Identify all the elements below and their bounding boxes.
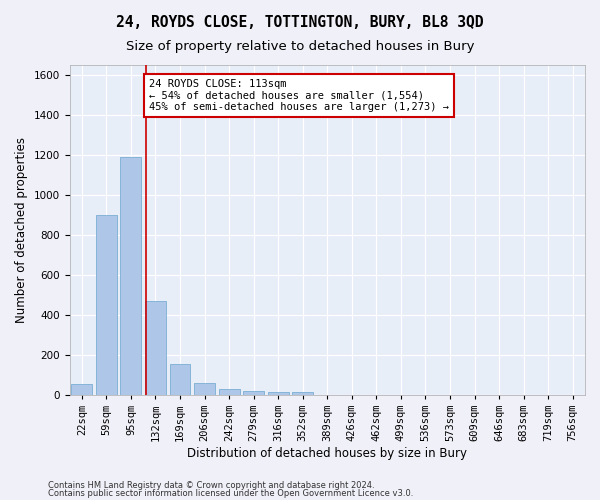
Y-axis label: Number of detached properties: Number of detached properties bbox=[15, 137, 28, 323]
Bar bbox=[292, 392, 313, 395]
Bar bbox=[145, 301, 166, 395]
Text: Contains public sector information licensed under the Open Government Licence v3: Contains public sector information licen… bbox=[48, 489, 413, 498]
Bar bbox=[243, 391, 264, 395]
Bar bbox=[121, 157, 142, 395]
Bar bbox=[170, 364, 190, 395]
Bar bbox=[96, 215, 117, 395]
Text: 24 ROYDS CLOSE: 113sqm
← 54% of detached houses are smaller (1,554)
45% of semi-: 24 ROYDS CLOSE: 113sqm ← 54% of detached… bbox=[149, 79, 449, 112]
Text: Contains HM Land Registry data © Crown copyright and database right 2024.: Contains HM Land Registry data © Crown c… bbox=[48, 480, 374, 490]
Bar bbox=[268, 392, 289, 395]
Bar bbox=[194, 382, 215, 395]
Bar bbox=[71, 384, 92, 395]
Bar bbox=[218, 389, 239, 395]
X-axis label: Distribution of detached houses by size in Bury: Distribution of detached houses by size … bbox=[187, 447, 467, 460]
Text: Size of property relative to detached houses in Bury: Size of property relative to detached ho… bbox=[126, 40, 474, 53]
Text: 24, ROYDS CLOSE, TOTTINGTON, BURY, BL8 3QD: 24, ROYDS CLOSE, TOTTINGTON, BURY, BL8 3… bbox=[116, 15, 484, 30]
